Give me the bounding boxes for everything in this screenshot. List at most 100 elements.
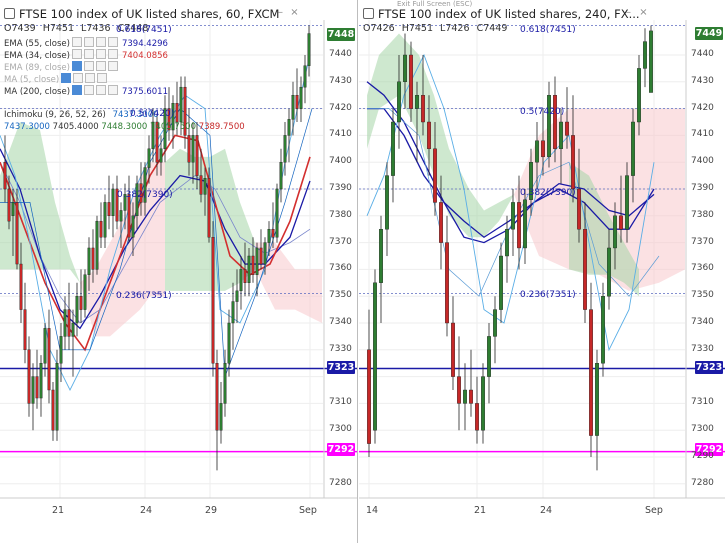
y-axis-tick: 7370 bbox=[329, 236, 352, 247]
candle-body bbox=[167, 108, 171, 131]
gear-icon[interactable] bbox=[83, 61, 94, 71]
candle-body bbox=[55, 363, 59, 431]
candle-body bbox=[147, 148, 151, 168]
indicator-row[interactable]: EMA (34, close) 7404.0856 bbox=[4, 49, 168, 61]
close-icon[interactable] bbox=[95, 37, 106, 47]
ema-34-line bbox=[366, 81, 655, 244]
chart-pane-240m[interactable]: Exit Full Screen (ESC) FTSE 100 index of… bbox=[359, 0, 725, 543]
minimize-icon[interactable]: – bbox=[626, 7, 631, 18]
y-axis-tick: 7280 bbox=[691, 477, 714, 488]
y-axis-tick: 7380 bbox=[329, 209, 352, 220]
y-axis-tick: 7390 bbox=[329, 183, 352, 193]
x-axis-tick: Sep bbox=[645, 505, 663, 516]
menu-icon[interactable] bbox=[107, 61, 118, 71]
candle-body bbox=[151, 121, 155, 149]
chart-canvas-240m[interactable] bbox=[359, 0, 725, 543]
indicator-row[interactable]: EMA (55, close) 7394.4296 bbox=[4, 37, 168, 49]
candle-body bbox=[123, 194, 127, 211]
y-axis-tick: 7310 bbox=[691, 397, 714, 408]
candle-body bbox=[595, 363, 599, 436]
eye-icon[interactable] bbox=[71, 61, 82, 71]
candle-body bbox=[451, 322, 455, 377]
candle-body bbox=[159, 148, 163, 163]
candle-body bbox=[267, 228, 271, 243]
gear-icon[interactable] bbox=[84, 85, 95, 95]
candle-body bbox=[95, 220, 99, 270]
menu-icon[interactable] bbox=[108, 85, 119, 95]
close-icon[interactable] bbox=[95, 49, 106, 59]
indicator-row[interactable]: MA (200, close) 7375.6011 bbox=[4, 85, 168, 97]
candle-body bbox=[35, 376, 39, 399]
candle-body bbox=[463, 389, 467, 404]
open-value: O7439 bbox=[4, 23, 36, 34]
y-axis-tick: 7440 bbox=[329, 49, 352, 59]
candle-body bbox=[7, 188, 11, 222]
indicator-ichimoku[interactable]: Ichimoku (9, 26, 52, 26) 7437.3000 bbox=[4, 110, 159, 120]
high-value: H7451 bbox=[401, 23, 434, 34]
candle-body bbox=[511, 202, 515, 230]
candle-body bbox=[239, 269, 243, 292]
gear-icon[interactable] bbox=[83, 37, 94, 47]
chart-pane-60m[interactable]: FTSE 100 index of UK listed shares, 60, … bbox=[0, 0, 358, 543]
close-icon[interactable] bbox=[85, 73, 96, 83]
candle-body bbox=[607, 247, 611, 297]
y-axis-tick: 7400 bbox=[329, 156, 352, 167]
y-axis-tick: 7330 bbox=[691, 343, 714, 354]
x-axis-tick: 21 bbox=[474, 505, 487, 516]
ichimoku-span-a: 7405.7500 bbox=[150, 122, 196, 132]
y-axis-tick: 7300 bbox=[691, 424, 714, 435]
candle-body bbox=[127, 194, 131, 238]
candle-body bbox=[67, 309, 71, 337]
candle-body bbox=[163, 108, 167, 149]
eye-icon[interactable] bbox=[61, 73, 72, 83]
fib-label-05: 0.5(7420) bbox=[130, 109, 175, 119]
y-axis-tick: 7360 bbox=[691, 263, 714, 274]
y-axis-tick: 7300 bbox=[329, 424, 352, 435]
x-axis-tick: 14 bbox=[366, 505, 379, 516]
minimize-icon[interactable]: – bbox=[278, 7, 283, 18]
fib-label-0618: 0.618(7451) bbox=[520, 25, 576, 35]
candle-body bbox=[427, 121, 431, 149]
ohlc-readout: O7426 H7451 L7426 C7449 bbox=[363, 23, 507, 34]
eye-icon[interactable] bbox=[71, 49, 82, 59]
y-axis-tick: 7290 bbox=[691, 451, 714, 461]
x-axis-tick: 29 bbox=[205, 505, 218, 516]
close-icon[interactable] bbox=[95, 61, 106, 71]
candle-body bbox=[87, 247, 91, 275]
candle-body bbox=[63, 309, 67, 337]
menu-icon[interactable] bbox=[107, 37, 118, 47]
last-price-tag: 7449 bbox=[695, 27, 723, 40]
close-icon[interactable]: × bbox=[290, 7, 299, 18]
indicator-value: 7404.0856 bbox=[121, 51, 168, 61]
gear-icon[interactable] bbox=[73, 73, 84, 83]
eye-icon[interactable] bbox=[72, 85, 83, 95]
candle-body bbox=[155, 121, 159, 163]
level-tag-magenta: 7292 bbox=[695, 443, 723, 456]
candle-body bbox=[191, 135, 195, 163]
close-icon[interactable]: × bbox=[639, 7, 648, 18]
candle-body bbox=[625, 175, 629, 230]
menu-icon[interactable] bbox=[107, 49, 118, 59]
candle-body bbox=[287, 119, 291, 136]
gear-icon[interactable] bbox=[83, 49, 94, 59]
candle-body bbox=[223, 363, 227, 404]
fib-label-0236: 0.236(7351) bbox=[520, 290, 576, 300]
candle-body bbox=[457, 376, 461, 404]
candle-body bbox=[51, 389, 55, 431]
candle-body bbox=[385, 175, 389, 230]
eye-icon[interactable] bbox=[71, 37, 82, 47]
candle-body bbox=[255, 247, 259, 275]
chart-canvas-60m[interactable] bbox=[0, 0, 357, 543]
candle-body bbox=[59, 336, 63, 364]
low-value: L7436 bbox=[81, 23, 111, 34]
candle-body bbox=[175, 103, 179, 123]
candle-body bbox=[103, 202, 107, 238]
chart-icon bbox=[4, 8, 15, 19]
indicator-row[interactable]: EMA (89, close) bbox=[4, 61, 122, 73]
indicator-row[interactable]: MA (5, close) bbox=[4, 73, 111, 85]
indicator-value: 7375.6011 bbox=[122, 87, 168, 97]
ichimoku-cloud-bullish bbox=[367, 33, 514, 238]
menu-icon[interactable] bbox=[97, 73, 108, 83]
candle-body bbox=[279, 161, 283, 190]
close-icon[interactable] bbox=[96, 85, 107, 95]
